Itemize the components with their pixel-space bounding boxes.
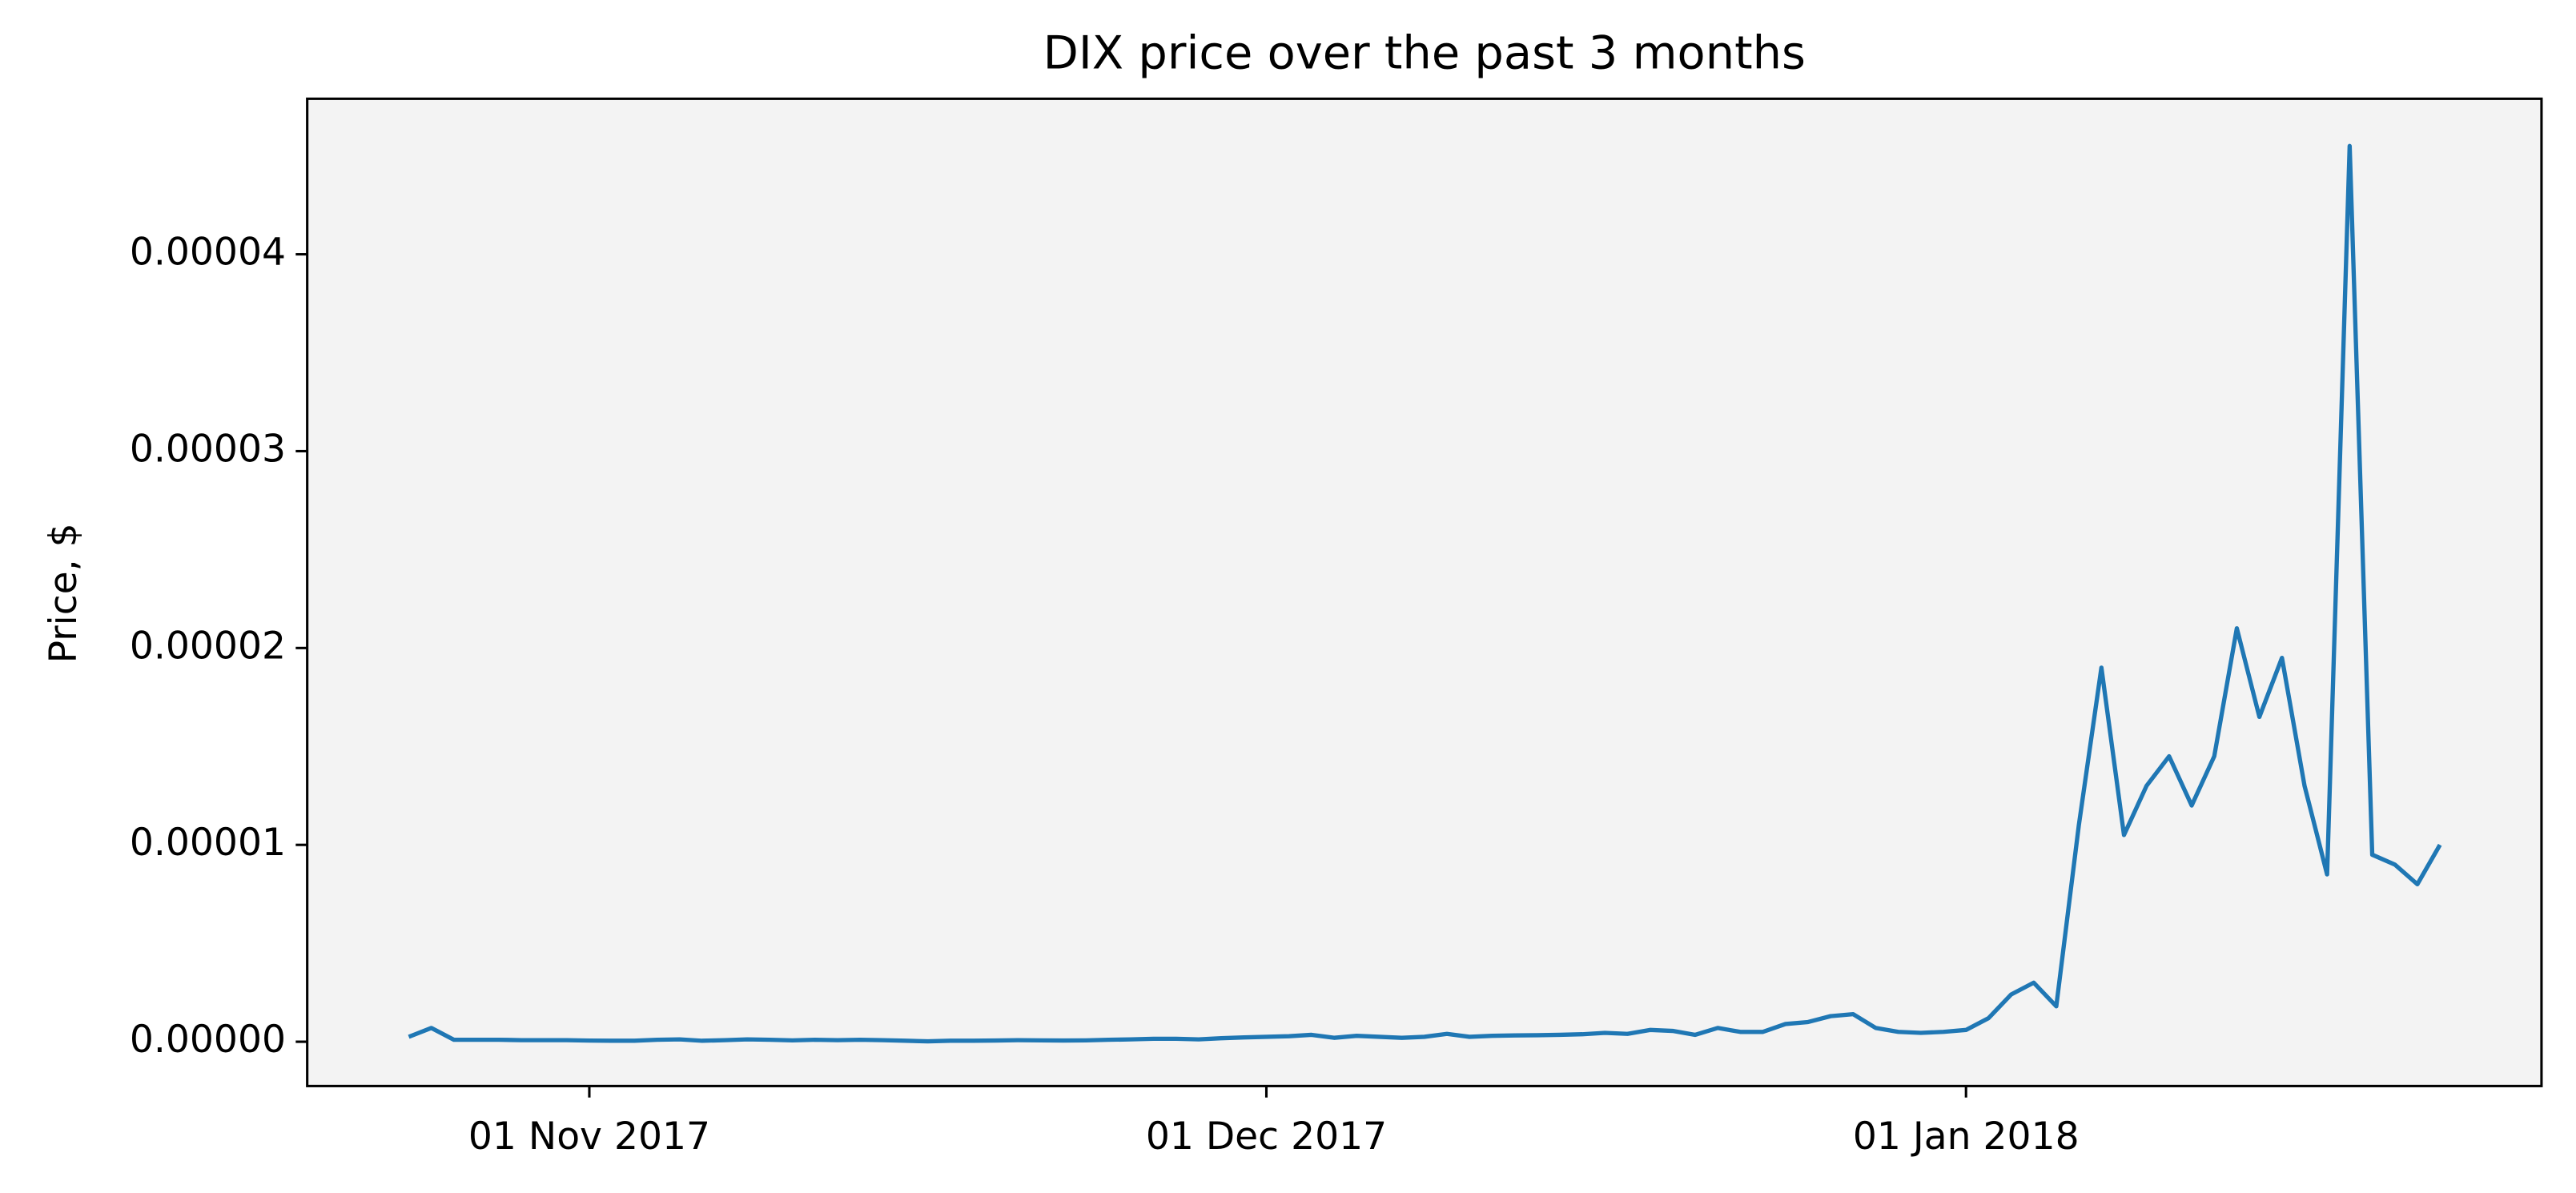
- y-tick-label: 0.00000: [130, 1018, 286, 1062]
- chart-title: DIX price over the past 3 months: [1043, 26, 1806, 80]
- price-line: [408, 143, 2442, 1044]
- y-tick-label: 0.00003: [130, 427, 286, 471]
- x-tick-label: 01 Nov 2017: [468, 1115, 710, 1159]
- y-tick-label: 0.00004: [130, 231, 286, 275]
- y-tick-label: 0.00001: [130, 821, 286, 865]
- x-tick-label: 01 Dec 2017: [1146, 1115, 1387, 1159]
- y-tick-label: 0.00002: [130, 624, 286, 668]
- y-axis-label: Price, $: [42, 523, 86, 663]
- plot-frame: [306, 97, 2543, 1087]
- plot-background: [307, 98, 2542, 1087]
- x-tick-label: 01 Jan 2018: [1853, 1115, 2080, 1159]
